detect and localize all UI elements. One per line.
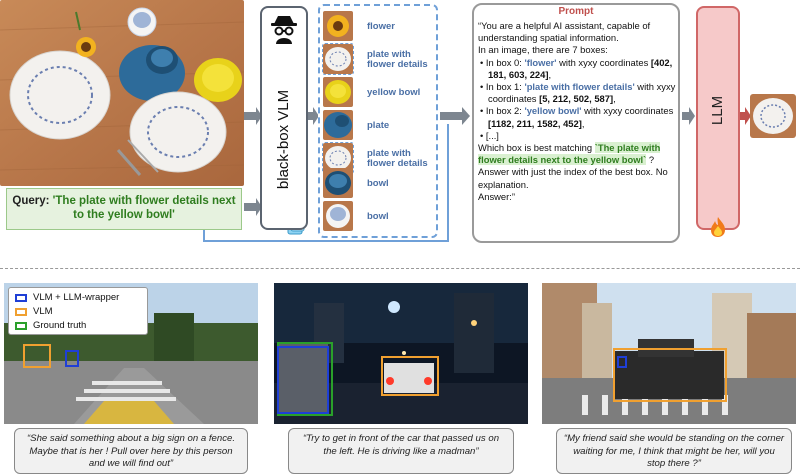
legend-label: VLM: [33, 306, 53, 317]
pipeline-arrows: [203, 107, 751, 242]
prompt-title: Prompt: [558, 6, 594, 17]
llm-label: LLM: [709, 95, 727, 125]
example-caption-1: “She said something about a big sign on …: [14, 428, 248, 474]
crop-item: plate: [323, 109, 435, 145]
llm-label-wrap: LLM: [696, 70, 740, 150]
output-plate-thumb: [750, 94, 796, 138]
crop-label: yellow bowl: [367, 87, 421, 98]
legend-swatch: [15, 293, 27, 302]
query-text: 'The plate with flower details next to t…: [52, 195, 236, 221]
prompt-count-line: In an image, there are 7 boxes:: [478, 44, 608, 56]
prompt-box-2: • In box 2: 'yellow bowl' with xyxy coor…: [480, 105, 674, 129]
crop-label: bowl: [367, 178, 389, 189]
prompt-box: [472, 3, 680, 243]
prompt-answer: Answer:”: [478, 190, 515, 202]
crop-label: flower: [367, 21, 395, 32]
legend: VLM + LLM-wrapper VLM Ground truth: [8, 287, 148, 335]
yellow-bowl-crop-thumb: [323, 77, 353, 107]
example-caption-2: “Try to get in front of the car that pas…: [288, 428, 514, 474]
vlm-label-wrap: black-box VLM: [260, 54, 308, 224]
query-box: Query: 'The plate with flower details ne…: [6, 188, 242, 230]
plate-crop-thumb: [322, 43, 354, 75]
table-scene-image: [0, 0, 244, 186]
prompt-question: Which box is best matching `The plate wi…: [478, 142, 668, 190]
query-label: Query:: [12, 195, 53, 207]
prompt-box-1: • In box 1: 'plate with flower details' …: [480, 81, 676, 105]
crop-item: bowl: [323, 167, 435, 203]
vlm-label: black-box VLM: [275, 89, 293, 189]
crop-label: plate with flower details: [367, 148, 428, 169]
crops-panel: flower plate with flower details yellow …: [318, 4, 438, 238]
fire-icon: [708, 216, 728, 243]
section-divider: [0, 268, 800, 269]
legend-item: VLM + LLM-wrapper: [15, 291, 119, 304]
crop-item: yellow bowl: [323, 76, 435, 112]
legend-label: VLM + LLM-wrapper: [33, 292, 120, 303]
legend-label: Ground truth: [33, 320, 87, 331]
legend-swatch: [15, 321, 27, 330]
mug-crop-thumb: [323, 201, 353, 231]
legend-item: Ground truth: [15, 319, 86, 332]
bowl-crop-thumb: [323, 168, 353, 198]
prompt-box-0: • In box 0: 'flower' with xyxy coordinat…: [480, 56, 673, 80]
crop-item: flower: [323, 10, 435, 46]
prompt-ellipsis: • [...]: [480, 129, 499, 141]
crop-label: plate: [367, 120, 390, 131]
crop-label: plate with flower details: [367, 49, 428, 70]
example-scene-3: [542, 283, 796, 424]
prompt-body: “You are a helpful AI assistant, capable…: [478, 20, 678, 203]
crop-item: plate with flower details: [322, 43, 435, 79]
legend-swatch: [15, 307, 27, 316]
llm-box: [696, 6, 740, 230]
prompt-intro: “You are a helpful AI assistant, capable…: [478, 20, 651, 44]
example-caption-3: “My friend said she would be standing on…: [556, 428, 792, 474]
example-scene-2: [274, 283, 528, 424]
flower-crop-thumb: [323, 11, 353, 41]
crop-item: bowl: [323, 200, 435, 236]
spy-icon: [270, 14, 298, 49]
legend-item: VLM: [15, 305, 53, 318]
crop-label: bowl: [367, 211, 389, 222]
blue-plate-crop-thumb: [323, 110, 353, 140]
